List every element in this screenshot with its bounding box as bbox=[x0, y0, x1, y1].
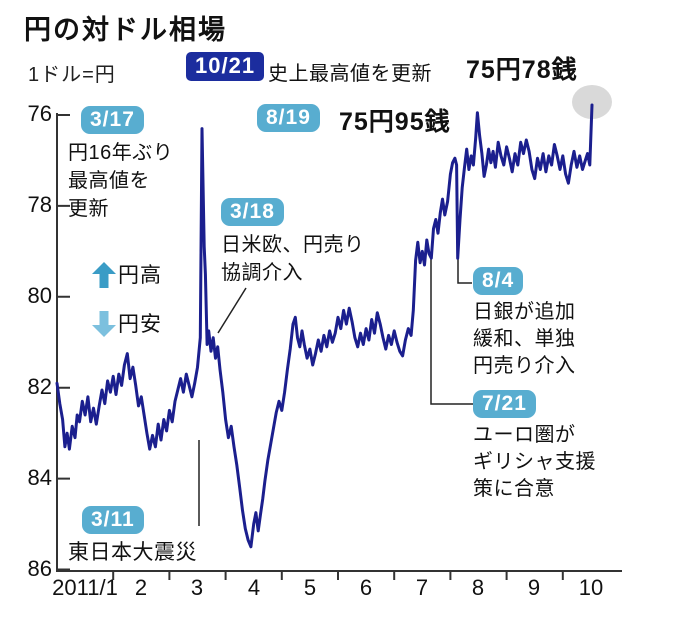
date-badge-mar17: 3/17 bbox=[81, 106, 144, 135]
date-badge-aug4: 8/4 bbox=[473, 267, 524, 296]
note-aug4: 日銀が追加 緩和、単独 円売り介入 bbox=[473, 301, 576, 377]
leader-jul21 bbox=[430, 258, 473, 405]
x-tick-label-may: 5 bbox=[303, 575, 317, 600]
yen-depreciation-label: 円安 bbox=[118, 313, 162, 336]
leader-mar18 bbox=[217, 287, 247, 334]
y-tick-label-76: 76 bbox=[27, 101, 52, 126]
date-badge-oct21: 10/21 bbox=[186, 52, 265, 82]
x-tick-label-feb: 2 bbox=[134, 575, 148, 600]
x-tick-label-jul: 7 bbox=[415, 575, 429, 600]
date-badge-mar18: 3/18 bbox=[221, 198, 284, 227]
record-value-aug19: 75円95銭 bbox=[339, 108, 451, 136]
note-mar18: 日米欧、円売り 協調介入 bbox=[221, 234, 365, 284]
x-tick-label-jun: 6 bbox=[359, 575, 373, 600]
annotation-leader-lines bbox=[198, 255, 473, 526]
y-tick-label-86: 86 bbox=[27, 556, 52, 581]
unit-label: 1ドル=円 bbox=[28, 64, 116, 86]
note-jul21: ユーロ圏が ギリシャ支援 策に合意 bbox=[473, 424, 596, 500]
date-badge-jul21: 7/21 bbox=[473, 390, 536, 419]
x-tick-label-apr: 4 bbox=[247, 575, 261, 600]
yen-down-arrow-icon bbox=[92, 311, 116, 337]
page-title: 円の対ドル相場 bbox=[24, 15, 227, 45]
axes bbox=[56, 113, 622, 580]
x-tick-label-aug: 8 bbox=[471, 575, 485, 600]
y-tick-label-82: 82 bbox=[27, 374, 52, 399]
y-tick-label-80: 80 bbox=[27, 283, 52, 308]
yen-appreciation-label: 円高 bbox=[118, 264, 162, 287]
date-badge-aug19: 8/19 bbox=[257, 104, 320, 133]
leader-aug4 bbox=[457, 255, 472, 284]
record-text-oct21: 史上最高値を更新 bbox=[268, 63, 432, 85]
yen-up-arrow-icon bbox=[92, 262, 116, 288]
note-mar11: 東日本大震災 bbox=[68, 541, 197, 564]
y-tick-label-84: 84 bbox=[27, 465, 52, 490]
x-tick-label-jan: 2011/1 bbox=[52, 575, 118, 600]
note-mar17: 円16年ぶり 最高値を 更新 bbox=[68, 142, 174, 220]
date-badge-mar11: 3/11 bbox=[82, 506, 144, 535]
y-tick-label-78: 78 bbox=[27, 192, 52, 217]
x-tick-label-oct: 10 bbox=[578, 575, 604, 600]
record-peak-highlight bbox=[572, 85, 612, 119]
x-tick-label-mar: 3 bbox=[190, 575, 204, 600]
record-value-oct21: 75円78銭 bbox=[466, 56, 578, 84]
usdjpy-price-line bbox=[55, 103, 594, 549]
x-tick-label-sep: 9 bbox=[527, 575, 541, 600]
